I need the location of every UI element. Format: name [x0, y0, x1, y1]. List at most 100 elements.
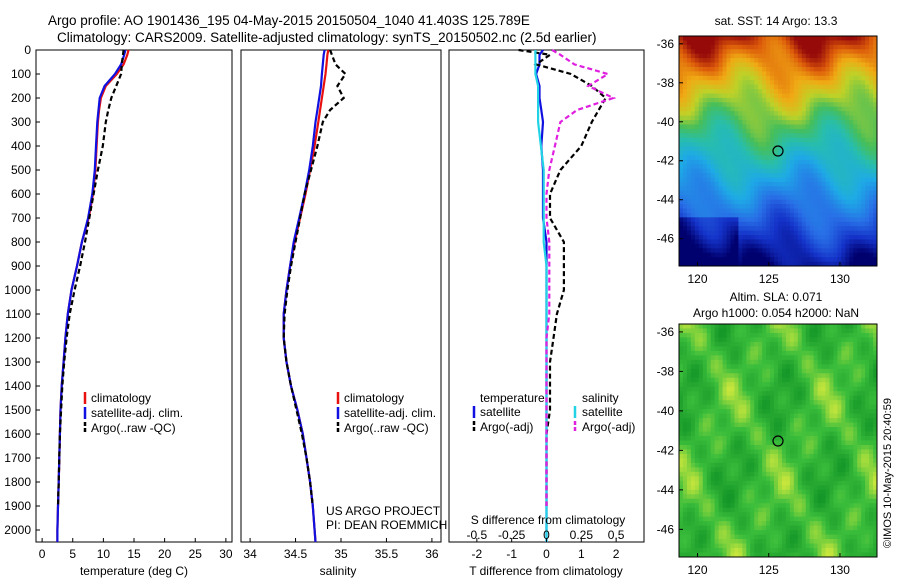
heatmap-cell: [690, 62, 696, 68]
heatmap-cell: [754, 173, 759, 178]
heatmap-cell: [726, 124, 731, 130]
heatmap-cell: [829, 142, 834, 147]
heatmap-cell: [690, 507, 696, 513]
heatmap-cell: [766, 120, 771, 125]
heatmap-cell: [746, 248, 751, 254]
heatmap-cell: [754, 226, 759, 232]
heatmap-cell: [746, 350, 751, 356]
heatmap-cell: [686, 257, 692, 262]
heatmap-cell: [762, 58, 767, 63]
heatmap-cell: [746, 346, 751, 352]
heatmap-cell: [730, 36, 735, 41]
heatmap-cell: [781, 337, 787, 343]
heatmap-cell: [702, 93, 708, 99]
heatmap-cell: [698, 328, 704, 334]
heatmap-cell: [845, 257, 850, 262]
heatmap-cell: [694, 341, 700, 347]
heatmap-cell: [861, 155, 866, 161]
heatmap-cell: [865, 111, 870, 117]
heatmap-cell: [754, 235, 759, 240]
heatmap-cell: [789, 458, 795, 464]
heatmap-cell: [734, 177, 739, 183]
heatmap-cell: [742, 422, 747, 428]
heatmap-cell: [722, 395, 727, 401]
heatmap-cell: [762, 36, 767, 41]
heatmap-cell: [730, 252, 735, 258]
heatmap-cell: [762, 120, 767, 125]
heatmap-cell: [694, 164, 700, 170]
heatmap-cell: [766, 40, 771, 46]
heatmap-cell: [762, 195, 767, 201]
heatmap-cell: [730, 239, 735, 245]
heatmap-cell: [730, 75, 735, 81]
heatmap-cell: [746, 341, 751, 347]
heatmap-cell: [690, 97, 696, 103]
heatmap-cell: [869, 89, 874, 94]
heatmap-cell: [865, 391, 870, 397]
heatmap-cell: [781, 391, 787, 397]
heatmap-cell: [833, 395, 838, 401]
heatmap-cell: [865, 181, 870, 187]
heatmap-cell: [813, 418, 818, 423]
heatmap-cell: [853, 186, 858, 192]
heatmap-cell: [781, 62, 787, 68]
heatmap-cell: [750, 58, 755, 63]
heatmap-cell: [679, 436, 684, 441]
heatmap-cell: [797, 444, 803, 450]
heatmap-cell: [869, 168, 874, 174]
heatmap-cell: [758, 173, 763, 178]
heatmap-cell: [869, 36, 874, 41]
heatmap-cell: [857, 364, 862, 370]
heatmap-cell: [837, 476, 842, 482]
heatmap-cell: [865, 133, 870, 139]
heatmap-cell: [805, 62, 811, 68]
heatmap-cell: [754, 346, 759, 352]
heatmap-cell: [793, 485, 799, 491]
heatmap-cell: [797, 368, 803, 374]
heatmap-cell: [845, 341, 850, 347]
heatmap-cell: [809, 62, 815, 68]
heatmap-cell: [726, 89, 731, 94]
heatmap-cell: [770, 137, 775, 143]
heatmap-cell: [821, 462, 826, 468]
heatmap-cell: [829, 373, 834, 379]
heatmap-cell: [849, 252, 854, 258]
heatmap-cell: [730, 431, 735, 437]
heatmap-cell: [722, 324, 727, 329]
heatmap-cell: [817, 212, 822, 218]
heatmap-cell: [785, 235, 791, 240]
heatmap-cell: [686, 190, 692, 196]
heatmap-cell: [821, 97, 826, 103]
heatmap-cell: [742, 106, 747, 112]
heatmap-cell: [679, 208, 684, 214]
heatmap-cell: [829, 212, 834, 218]
heatmap-cell: [797, 413, 803, 419]
heatmap-cell: [845, 195, 850, 201]
heatmap-cell: [762, 341, 767, 347]
heatmap-cell: [698, 364, 704, 370]
heatmap-cell: [690, 199, 696, 205]
heatmap-cell: [682, 230, 688, 236]
heatmap-cell: [829, 458, 834, 464]
heatmap-cell: [785, 377, 791, 383]
heatmap-cell: [754, 355, 759, 361]
heatmap-cell: [849, 377, 854, 383]
heatmap-cell: [679, 467, 684, 473]
heatmap-cell: [873, 199, 878, 205]
heatmap-cell: [821, 359, 826, 365]
heatmap-cell: [853, 151, 858, 156]
heatmap-cell: [690, 444, 696, 450]
heatmap-cell: [813, 400, 818, 406]
heatmap-cell: [726, 368, 731, 374]
heatmap-cell: [869, 512, 874, 518]
heatmap-cell: [841, 58, 846, 63]
heatmap-cell: [837, 195, 842, 201]
heatmap-cell: [694, 248, 700, 254]
heatmap-cell: [781, 512, 787, 518]
map-y-tick-label: -38: [657, 76, 675, 90]
heatmap-cell: [706, 186, 712, 192]
heatmap-cell: [817, 498, 822, 504]
heatmap-cell: [710, 257, 716, 262]
heatmap-cell: [694, 173, 700, 178]
heatmap-cell: [706, 516, 712, 522]
